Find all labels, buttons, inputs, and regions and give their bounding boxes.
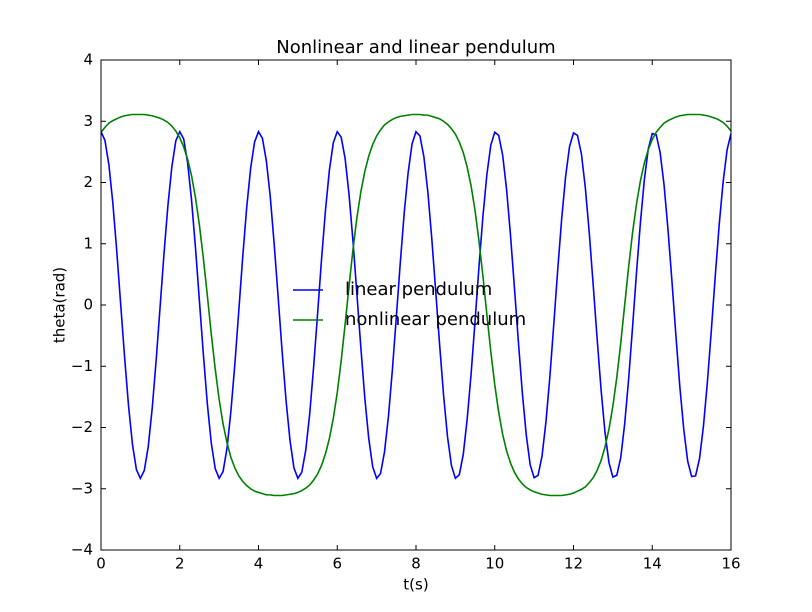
x-tick-label: 0 — [96, 555, 106, 573]
y-tick-label: −1 — [71, 357, 93, 375]
y-tick-label: 3 — [83, 112, 93, 130]
x-tick-label: 12 — [564, 555, 583, 573]
series-line — [101, 113, 731, 497]
x-tick-label: 4 — [254, 555, 264, 573]
y-tick-label: 0 — [83, 296, 93, 314]
series-line — [101, 129, 731, 481]
y-axis-label: theta(rad) — [51, 267, 69, 343]
y-tick-label: −2 — [71, 418, 93, 436]
y-tick-label: −3 — [71, 479, 93, 497]
x-axis-label: t(s) — [403, 576, 428, 594]
x-tick-label: 8 — [411, 555, 421, 573]
x-tick-label: 16 — [721, 555, 740, 573]
chart-title: Nonlinear and linear pendulum — [276, 37, 555, 58]
y-tick-label: −4 — [71, 541, 93, 559]
y-tick-label: 4 — [83, 51, 93, 69]
x-tick-label: 2 — [175, 555, 185, 573]
x-tick-label: 10 — [485, 555, 504, 573]
y-tick-label: 1 — [83, 234, 93, 252]
y-tick-label: 2 — [83, 173, 93, 191]
x-tick-label: 14 — [643, 555, 662, 573]
legend-label: nonlinear pendulum — [345, 309, 526, 330]
x-tick-label: 6 — [332, 555, 342, 573]
legend-label: linear pendulum — [345, 279, 492, 300]
